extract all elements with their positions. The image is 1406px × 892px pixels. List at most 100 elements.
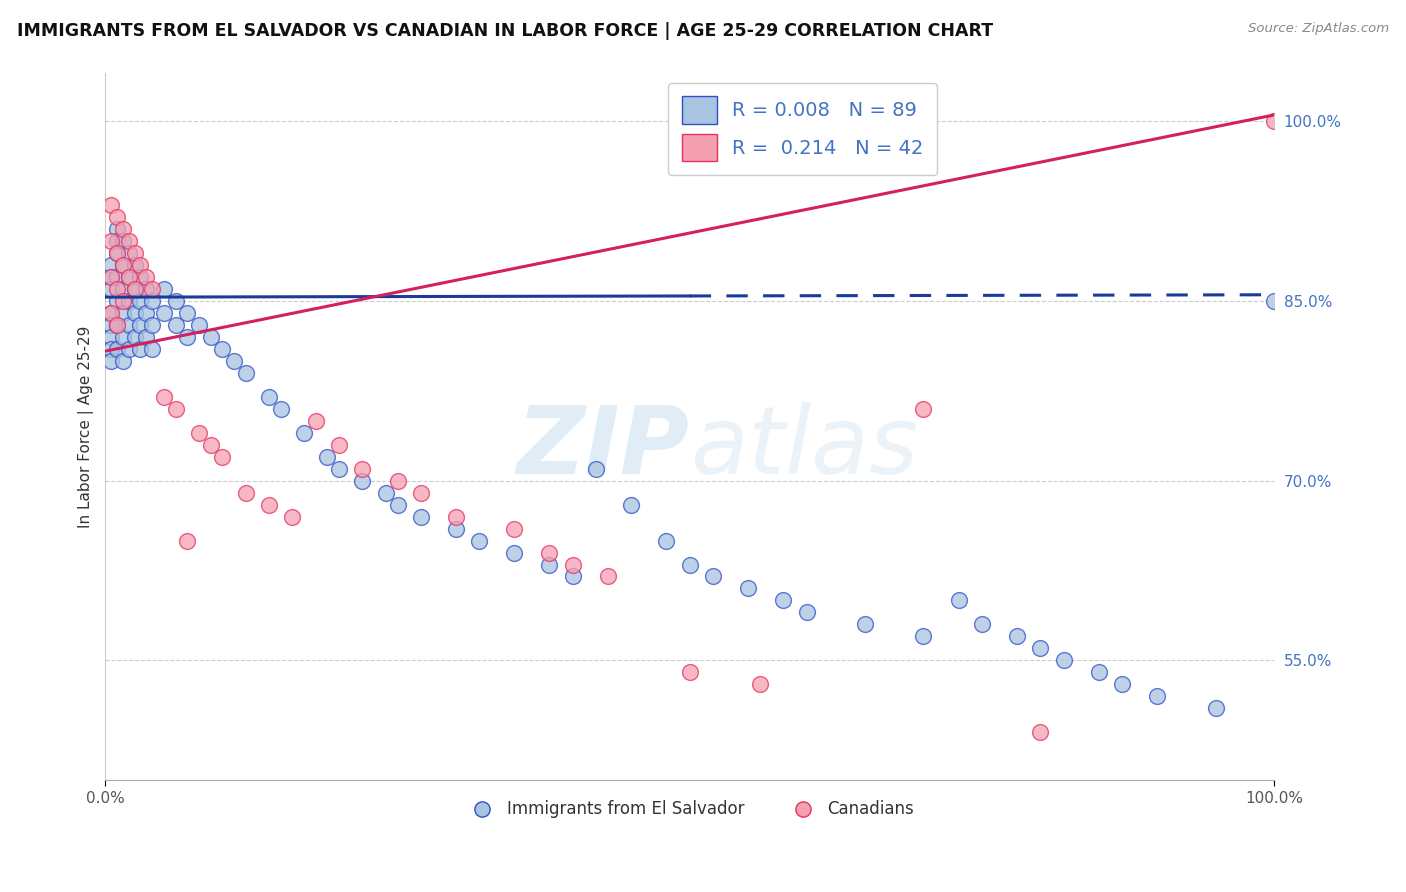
Point: [257, 498, 280, 512]
Point: [118, 269, 141, 284]
Point: [111, 258, 134, 272]
Point: [200, 329, 222, 343]
Point: [141, 282, 163, 296]
Point: [165, 318, 187, 332]
Point: [153, 390, 176, 404]
Point: [281, 509, 304, 524]
Point: [141, 318, 163, 332]
Point: [176, 329, 198, 343]
Point: [538, 545, 561, 559]
Point: [352, 461, 374, 475]
Point: [124, 282, 146, 296]
Point: [387, 498, 409, 512]
Point: [187, 425, 209, 440]
Point: [165, 293, 187, 308]
Point: [124, 282, 146, 296]
Point: [100, 269, 122, 284]
Point: [118, 234, 141, 248]
Point: [129, 342, 152, 356]
Point: [118, 245, 141, 260]
Y-axis label: In Labor Force | Age 25-29: In Labor Force | Age 25-29: [79, 326, 94, 528]
Point: [129, 318, 152, 332]
Point: [257, 390, 280, 404]
Point: [100, 258, 122, 272]
Point: [165, 401, 187, 416]
Point: [135, 306, 157, 320]
Point: [141, 293, 163, 308]
Point: [111, 222, 134, 236]
Point: [1053, 653, 1076, 667]
Point: [105, 210, 128, 224]
Point: [111, 329, 134, 343]
Point: [503, 545, 526, 559]
Text: IMMIGRANTS FROM EL SALVADOR VS CANADIAN IN LABOR FORCE | AGE 25-29 CORRELATION C: IMMIGRANTS FROM EL SALVADOR VS CANADIAN …: [17, 22, 993, 40]
Point: [1263, 114, 1285, 128]
Point: [124, 258, 146, 272]
Point: [1029, 725, 1052, 739]
Point: [105, 293, 128, 308]
Point: [100, 306, 122, 320]
Point: [538, 558, 561, 572]
Point: [100, 353, 122, 368]
Point: [1087, 665, 1109, 680]
Point: [292, 425, 315, 440]
Point: [316, 450, 339, 464]
Point: [235, 366, 257, 380]
Point: [912, 629, 935, 643]
Point: [100, 234, 122, 248]
Point: [105, 245, 128, 260]
Point: [118, 293, 141, 308]
Text: ZIP: ZIP: [517, 402, 690, 494]
Point: [176, 533, 198, 548]
Point: [1111, 677, 1133, 691]
Point: [105, 269, 128, 284]
Point: [561, 558, 583, 572]
Point: [702, 569, 724, 583]
Point: [561, 569, 583, 583]
Point: [468, 533, 491, 548]
Point: [100, 198, 122, 212]
Point: [948, 593, 970, 607]
Point: [111, 306, 134, 320]
Point: [211, 342, 233, 356]
Point: [374, 485, 396, 500]
Point: [655, 533, 678, 548]
Point: [679, 558, 702, 572]
Point: [748, 677, 770, 691]
Point: [444, 509, 467, 524]
Point: [796, 606, 818, 620]
Point: [135, 269, 157, 284]
Point: [105, 282, 128, 296]
Point: [270, 401, 292, 416]
Legend: Immigrants from El Salvador, Canadians: Immigrants from El Salvador, Canadians: [458, 794, 921, 825]
Point: [187, 318, 209, 332]
Point: [153, 282, 176, 296]
Point: [100, 282, 122, 296]
Point: [118, 269, 141, 284]
Point: [105, 245, 128, 260]
Point: [100, 329, 122, 343]
Point: [352, 474, 374, 488]
Point: [100, 318, 122, 332]
Point: [970, 617, 993, 632]
Point: [118, 342, 141, 356]
Point: [1263, 293, 1285, 308]
Point: [153, 306, 176, 320]
Point: [135, 329, 157, 343]
Point: [1146, 690, 1168, 704]
Point: [100, 306, 122, 320]
Point: [105, 342, 128, 356]
Point: [503, 522, 526, 536]
Point: [129, 269, 152, 284]
Point: [305, 414, 328, 428]
Point: [105, 318, 128, 332]
Text: Source: ZipAtlas.com: Source: ZipAtlas.com: [1249, 22, 1389, 36]
Point: [124, 306, 146, 320]
Point: [100, 342, 122, 356]
Point: [585, 461, 607, 475]
Point: [620, 498, 643, 512]
Point: [211, 450, 233, 464]
Point: [100, 269, 122, 284]
Point: [176, 306, 198, 320]
Point: [409, 485, 432, 500]
